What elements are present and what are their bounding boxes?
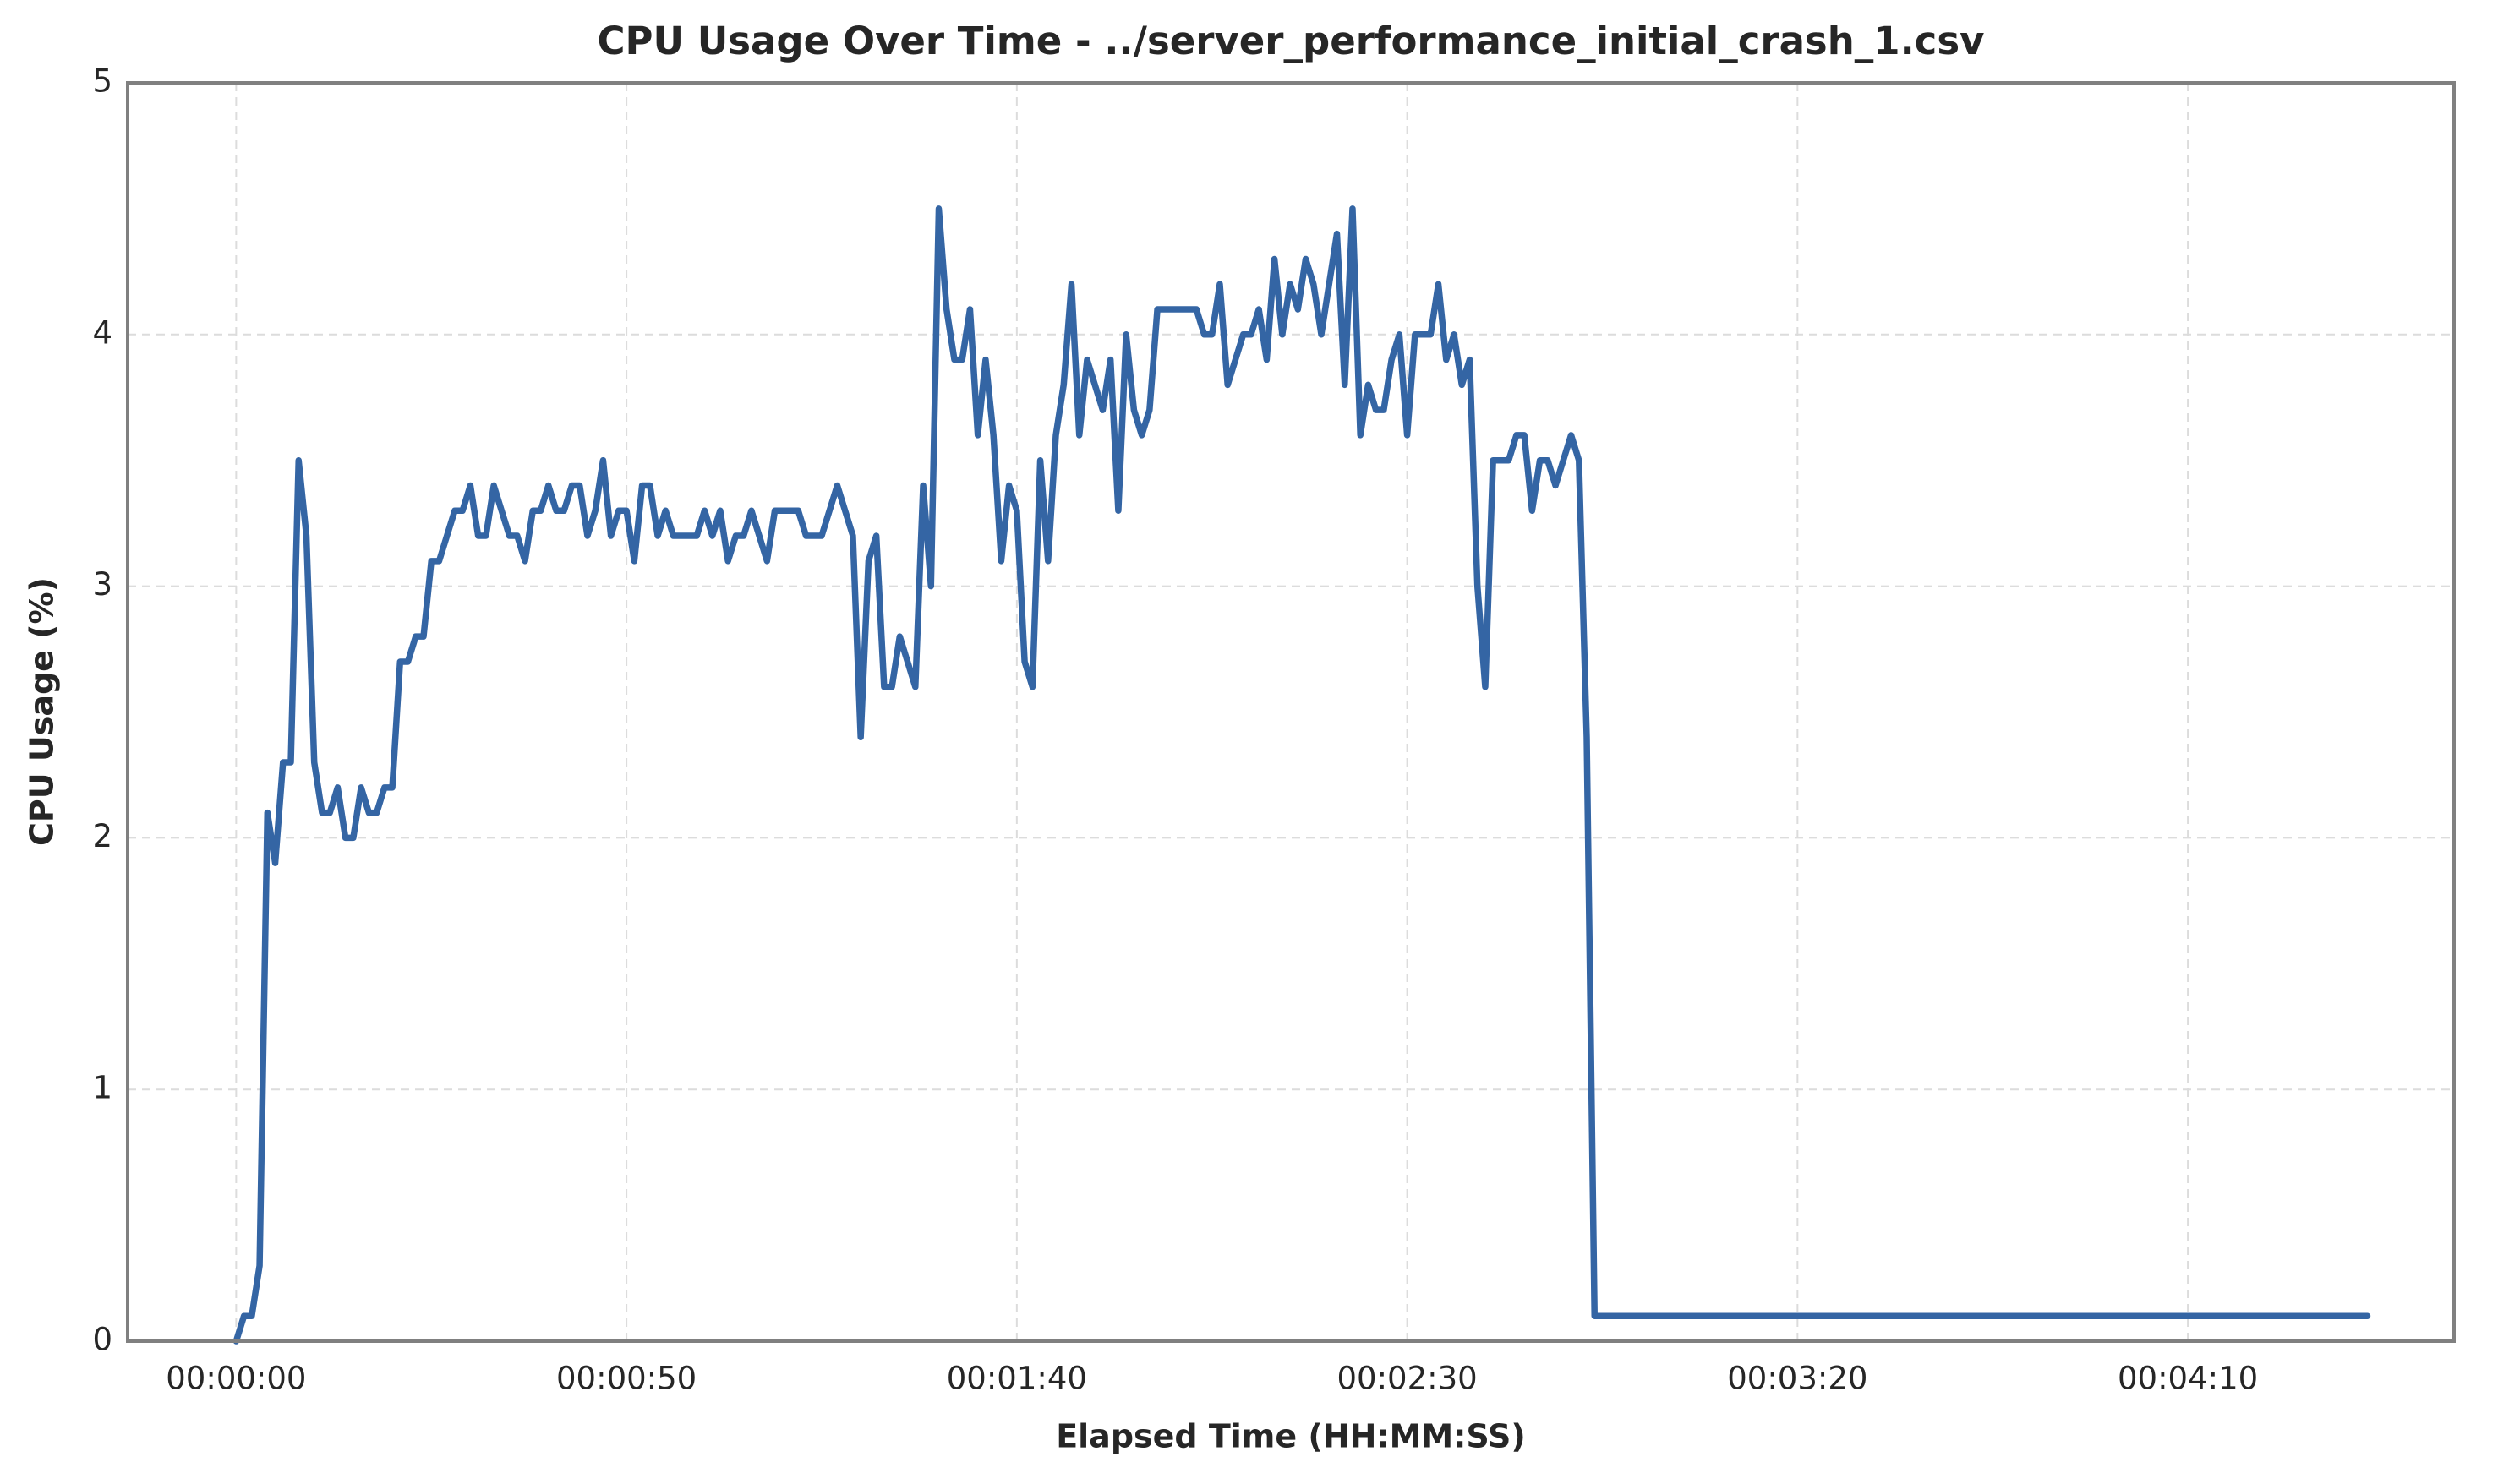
chart-title: CPU Usage Over Time - ../server_performa… xyxy=(598,19,1985,63)
x-tick-label: 00:04:10 xyxy=(2118,1361,2258,1397)
y-tick-label: 5 xyxy=(92,63,112,100)
x-tick-label: 00:00:00 xyxy=(166,1361,306,1397)
data-line xyxy=(232,205,2371,1345)
y-tick-label: 1 xyxy=(92,1070,112,1106)
x-tick-label: 00:02:30 xyxy=(1337,1361,1478,1397)
x-tick-label: 00:03:20 xyxy=(1727,1361,1867,1397)
y-tick-label: 0 xyxy=(92,1322,112,1358)
plot-frame xyxy=(126,81,2456,1343)
x-tick-label: 00:00:50 xyxy=(556,1361,697,1397)
y-tick-label: 4 xyxy=(92,314,112,351)
y-tick-label: 2 xyxy=(92,818,112,854)
y-axis-label: CPU Usage (%) xyxy=(24,577,61,846)
x-tick-label: 00:01:40 xyxy=(947,1361,1087,1397)
x-axis-label: Elapsed Time (HH:MM:SS) xyxy=(1056,1418,1526,1455)
y-tick-label: 3 xyxy=(92,566,112,603)
